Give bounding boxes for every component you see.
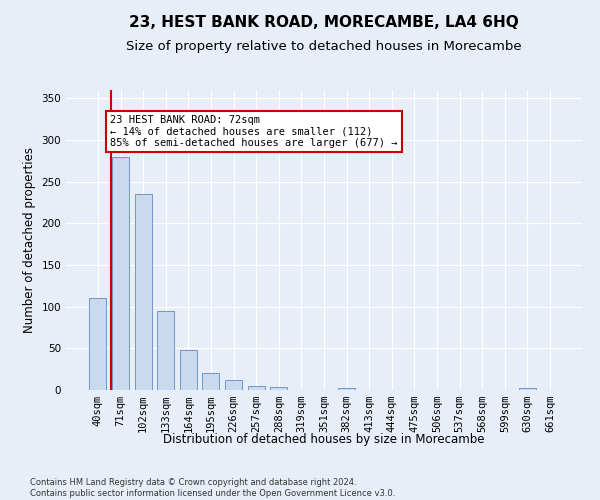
Bar <box>338 388 355 390</box>
Bar <box>202 374 220 390</box>
Y-axis label: Number of detached properties: Number of detached properties <box>23 147 36 333</box>
Bar <box>157 311 174 390</box>
Bar <box>248 386 265 390</box>
Bar <box>180 350 197 390</box>
Bar <box>112 156 129 390</box>
Text: Distribution of detached houses by size in Morecambe: Distribution of detached houses by size … <box>163 432 485 446</box>
Bar <box>134 194 152 390</box>
Bar <box>225 380 242 390</box>
Bar <box>89 298 106 390</box>
Bar <box>271 386 287 390</box>
Bar <box>519 388 536 390</box>
Text: 23 HEST BANK ROAD: 72sqm
← 14% of detached houses are smaller (112)
85% of semi-: 23 HEST BANK ROAD: 72sqm ← 14% of detach… <box>110 115 398 148</box>
Text: Size of property relative to detached houses in Morecambe: Size of property relative to detached ho… <box>126 40 522 53</box>
Text: Contains HM Land Registry data © Crown copyright and database right 2024.
Contai: Contains HM Land Registry data © Crown c… <box>30 478 395 498</box>
Text: 23, HEST BANK ROAD, MORECAMBE, LA4 6HQ: 23, HEST BANK ROAD, MORECAMBE, LA4 6HQ <box>129 15 519 30</box>
